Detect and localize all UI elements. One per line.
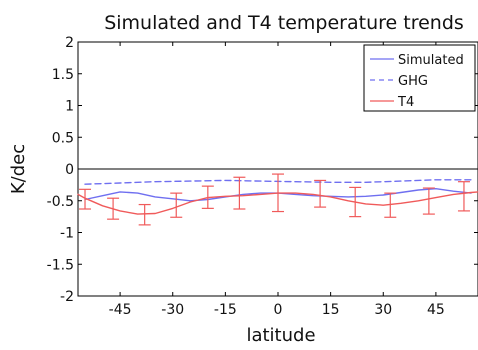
y-tick-label: -2	[60, 289, 74, 305]
x-tick-label: -15	[214, 302, 237, 318]
error-bar	[170, 192, 183, 218]
y-tick-label: -1	[60, 226, 74, 242]
y-tick-label: -0.5	[47, 194, 74, 210]
legend-label-ghg: GHG	[398, 74, 428, 89]
x-tick-label: -30	[161, 302, 184, 318]
x-tick-label: 15	[322, 302, 340, 318]
error-bar	[107, 197, 120, 220]
error-bar	[457, 181, 470, 212]
x-tick-label: 45	[427, 302, 445, 318]
legend-label-simulated: Simulated	[398, 53, 464, 68]
x-tick-label: 30	[374, 302, 392, 318]
legend-label-t4: T4	[397, 95, 414, 110]
y-tick-label: 1.5	[52, 67, 74, 83]
error-bar	[272, 173, 284, 213]
legend-box	[363, 44, 476, 112]
x-axis-label: latitude	[246, 325, 315, 346]
y-tick-label: 1	[65, 99, 74, 115]
error-bar	[201, 185, 214, 209]
y-tick-label: -1.5	[47, 257, 74, 273]
error-bar	[314, 179, 327, 208]
error-bar	[138, 203, 151, 226]
error-bar	[233, 176, 246, 210]
y-tick-label: 0.5	[52, 130, 74, 146]
legend: Simulated GHG T4	[363, 44, 476, 112]
error-bar	[349, 186, 362, 218]
error-bar	[384, 192, 397, 218]
error-bar	[79, 188, 92, 210]
error-bar	[422, 187, 435, 215]
x-tick-label: 0	[274, 302, 283, 318]
y-axis-label: K/dec	[8, 144, 29, 194]
y-tick-label: 0	[65, 162, 74, 178]
y-tick-label: 2	[65, 35, 74, 51]
x-tick-label: -45	[109, 302, 132, 318]
chart-title: Simulated and T4 temperature trends	[104, 12, 464, 34]
